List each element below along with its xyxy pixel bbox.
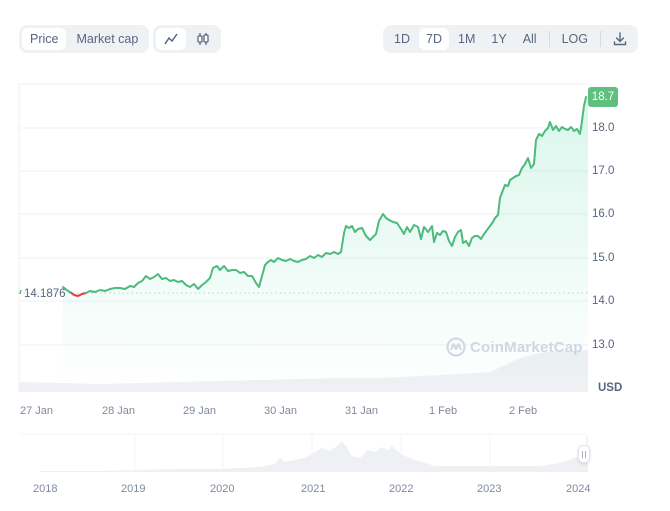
x-tick: 30 Jan bbox=[264, 405, 298, 417]
divider bbox=[600, 31, 601, 47]
candlestick-button[interactable] bbox=[188, 28, 218, 50]
log-scale-button[interactable]: LOG bbox=[561, 32, 588, 46]
chart-toolbar: Price Market cap 1D 7D 1M 1Y All LOG bbox=[19, 25, 638, 53]
x-tick: 27 Jan bbox=[20, 405, 54, 417]
range-1d[interactable]: 1D bbox=[394, 32, 411, 46]
navigator-year: 2020 bbox=[210, 483, 235, 495]
navigator-year: 2018 bbox=[33, 483, 58, 495]
time-range-toggle: 1D 7D 1M 1Y All LOG bbox=[383, 25, 638, 53]
download-button[interactable] bbox=[606, 28, 634, 50]
x-tick: 31 Jan bbox=[345, 405, 379, 417]
navigator bbox=[19, 433, 588, 474]
navigator-year: 2019 bbox=[121, 483, 146, 495]
navigator-handle[interactable] bbox=[578, 445, 590, 463]
y-tick: 15.0 bbox=[592, 252, 615, 264]
navigator-year: 2023 bbox=[477, 483, 502, 495]
price-fill bbox=[63, 97, 588, 392]
price-line-down bbox=[69, 291, 87, 297]
navigator-year: 2021 bbox=[301, 483, 326, 495]
price-line-up bbox=[62, 96, 587, 294]
reference-price-label: 14.1876 bbox=[24, 288, 66, 300]
navigator-area bbox=[40, 441, 587, 472]
x-tick: 28 Jan bbox=[102, 405, 136, 417]
tab-price[interactable]: Price bbox=[22, 28, 67, 50]
candlestick-icon bbox=[197, 33, 209, 45]
range-7d[interactable]: 7D bbox=[419, 28, 450, 50]
navigator-year: 2022 bbox=[389, 483, 414, 495]
line-chart-button[interactable] bbox=[156, 28, 186, 50]
watermark-text: CoinMarketCap bbox=[470, 338, 583, 356]
x-tick: 2 Feb bbox=[509, 405, 538, 417]
download-icon bbox=[613, 32, 627, 46]
watermark: CoinMarketCap bbox=[446, 337, 583, 357]
range-1m[interactable]: 1M bbox=[458, 32, 476, 46]
chart-type-toggle: Price Market cap bbox=[19, 25, 150, 53]
chart-style-toggle bbox=[153, 25, 221, 53]
line-chart-icon bbox=[164, 33, 178, 45]
y-tick: 16.0 bbox=[592, 208, 615, 220]
y-tick: 17.0 bbox=[592, 165, 615, 177]
range-all[interactable]: All bbox=[522, 32, 537, 46]
x-tick: 1 Feb bbox=[429, 405, 458, 417]
currency-label: USD bbox=[598, 382, 623, 394]
current-price-tag: 18.7 bbox=[588, 87, 618, 107]
navigator-year: 2024 bbox=[566, 483, 591, 495]
divider bbox=[548, 31, 550, 47]
tab-market-cap[interactable]: Market cap bbox=[76, 32, 139, 46]
drag-handle-icon bbox=[582, 450, 583, 458]
coinmarketcap-logo-icon bbox=[446, 337, 466, 357]
y-tick: 14.0 bbox=[592, 295, 615, 307]
y-tick: 18.0 bbox=[592, 122, 615, 134]
y-tick: 13.0 bbox=[592, 339, 615, 351]
drag-handle-icon bbox=[585, 450, 586, 458]
range-1y[interactable]: 1Y bbox=[491, 32, 507, 46]
x-tick: 29 Jan bbox=[183, 405, 217, 417]
